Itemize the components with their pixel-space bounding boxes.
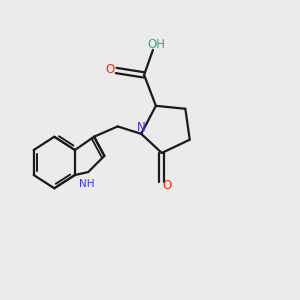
Text: N: N [137, 121, 146, 134]
Text: O: O [105, 62, 114, 76]
Text: O: O [163, 179, 172, 192]
Text: NH: NH [79, 179, 94, 190]
Text: OH: OH [147, 38, 165, 51]
